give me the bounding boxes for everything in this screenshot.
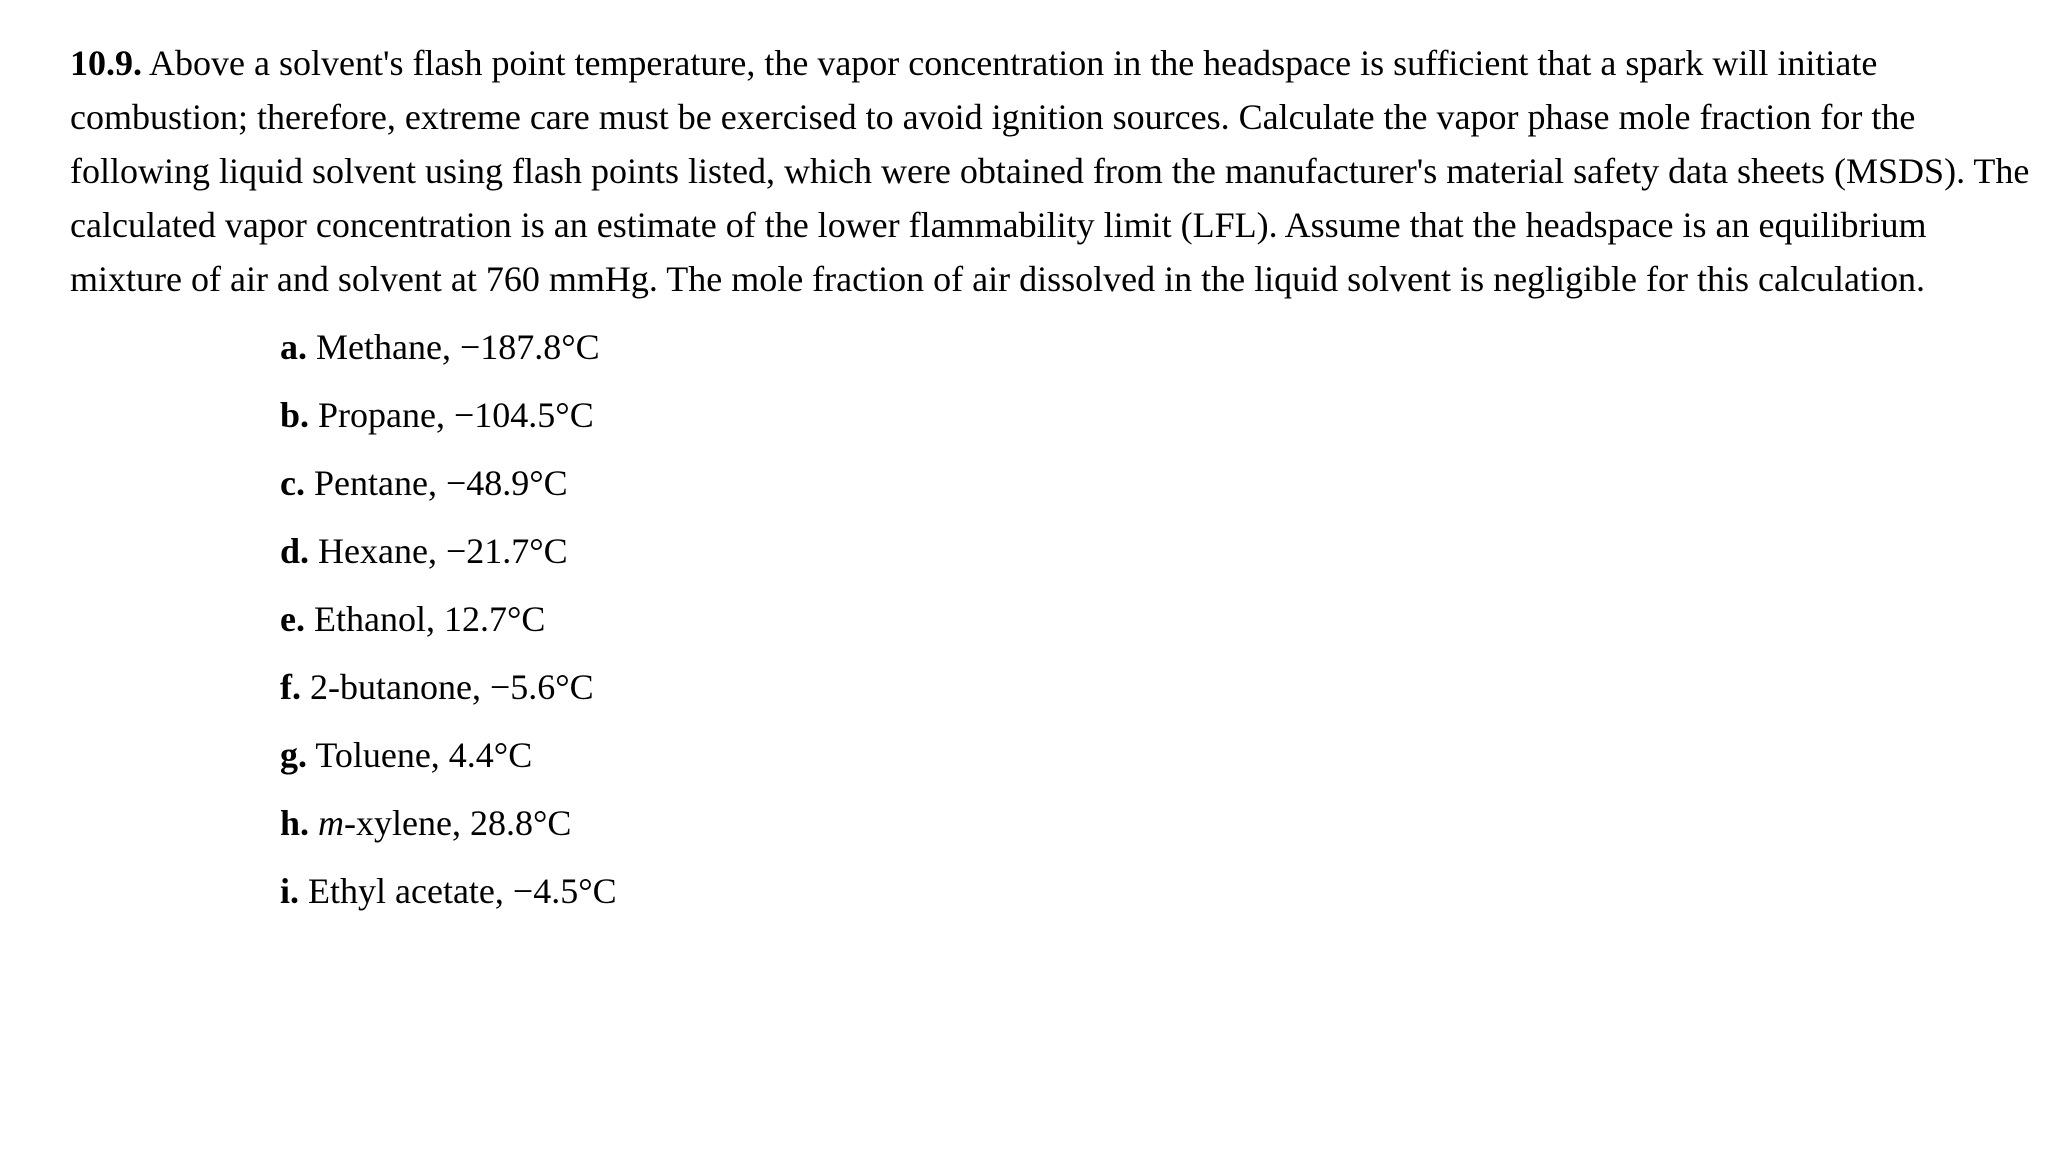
item-text-h: m-xylene, 28.8°C — [318, 803, 571, 843]
item-text-g: Toluene, 4.4°C — [315, 735, 532, 775]
item-text-a: Methane, −187.8°C — [316, 327, 600, 367]
item-h-suffix: -xylene, 28.8°C — [344, 803, 571, 843]
list-item-f: f. 2-butanone, −5.6°C — [280, 660, 2046, 714]
item-letter-d: d. — [280, 531, 309, 571]
page-container: 10.9. Above a solvent's flash point temp… — [0, 0, 2046, 918]
item-letter-e: e. — [280, 599, 305, 639]
item-letter-c: c. — [280, 463, 305, 503]
list-item-a: a. Methane, −187.8°C — [280, 320, 2046, 374]
item-text-d: Hexane, −21.7°C — [318, 531, 568, 571]
item-text-i: Ethyl acetate, −4.5°C — [308, 871, 617, 911]
list-item-e: e. Ethanol, 12.7°C — [280, 592, 2046, 646]
list-item-i: i. Ethyl acetate, −4.5°C — [280, 864, 2046, 918]
list-item-d: d. Hexane, −21.7°C — [280, 524, 2046, 578]
problem-body-text: Above a solvent's flash point temperatur… — [70, 43, 2029, 299]
item-text-b: Propane, −104.5°C — [318, 395, 594, 435]
item-letter-i: i. — [280, 871, 299, 911]
item-letter-f: f. — [280, 667, 301, 707]
item-text-e: Ethanol, 12.7°C — [314, 599, 545, 639]
item-letter-a: a. — [280, 327, 307, 367]
item-h-italic-prefix: m — [318, 803, 344, 843]
item-letter-b: b. — [280, 395, 309, 435]
list-item-b: b. Propane, −104.5°C — [280, 388, 2046, 442]
problem-number: 10.9. — [70, 43, 142, 83]
item-text-f: 2-butanone, −5.6°C — [310, 667, 594, 707]
item-letter-h: h. — [280, 803, 309, 843]
list-item-h: h. m-xylene, 28.8°C — [280, 796, 2046, 850]
list-item-g: g. Toluene, 4.4°C — [280, 728, 2046, 782]
item-letter-g: g. — [280, 735, 307, 775]
problem-paragraph: 10.9. Above a solvent's flash point temp… — [70, 36, 2046, 306]
solvent-list: a. Methane, −187.8°C b. Propane, −104.5°… — [280, 320, 2046, 918]
list-item-c: c. Pentane, −48.9°C — [280, 456, 2046, 510]
item-text-c: Pentane, −48.9°C — [314, 463, 568, 503]
